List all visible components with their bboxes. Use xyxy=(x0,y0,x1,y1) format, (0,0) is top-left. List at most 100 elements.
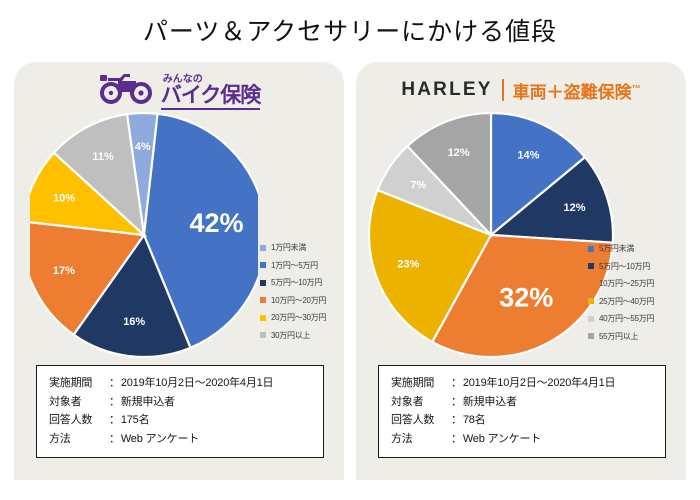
legend-label: 20万円～30万円 xyxy=(271,313,327,322)
pie-slice xyxy=(488,155,615,244)
infographic-root: パーツ＆アクセサリーにかける値段 xyxy=(14,18,686,480)
legend-swatch xyxy=(588,315,594,322)
pie-slice xyxy=(489,111,587,238)
legend-item[interactable]: 25万円～40万円 xyxy=(588,296,654,307)
legend-label: 5万円～10万円 xyxy=(271,278,322,287)
pie-slice xyxy=(367,188,493,344)
info-label: 方法 xyxy=(391,432,413,445)
legend-item[interactable]: 5万円～10万円 xyxy=(588,261,654,272)
info-colon: ： xyxy=(451,414,462,426)
logo-harley: HARLEY 車両＋盗難保険™ xyxy=(356,62,686,110)
legend-label: 55万円以上 xyxy=(599,331,639,341)
legend-label: 5万円～10万円 xyxy=(599,261,650,271)
legend-swatch xyxy=(588,280,594,287)
info-row: 実施期間 ： 2019年10月2日～2020年4月1日 xyxy=(391,374,655,393)
legend-item[interactable]: 40万円～55万円 xyxy=(588,313,654,324)
legend-swatch xyxy=(260,262,266,268)
legend-label: 1万円～5万円 xyxy=(271,260,318,270)
logo-divider xyxy=(501,79,504,101)
page-title: パーツ＆アクセサリーにかける値段 xyxy=(142,18,558,46)
info-value: 新規申込者 xyxy=(462,395,517,408)
legend-label: 30万円以上 xyxy=(271,330,311,340)
legend-label: 5万円未満 xyxy=(599,244,634,253)
pie-slice-label: 11% xyxy=(92,151,114,163)
info-box-left: 実施期間： 2019年10月2日～2020年4月1日 対象者：新規申込者 回答人数： 1… xyxy=(36,365,324,458)
info-row: 回答人数 ： 78名 xyxy=(391,411,655,430)
info-label: 対象者 xyxy=(391,395,424,408)
pie-slice-label: 4% xyxy=(135,141,151,153)
legend-swatch xyxy=(260,297,266,303)
info-value: Web アンケート xyxy=(120,432,200,445)
legend-item[interactable]: 30万円以上 xyxy=(260,330,326,341)
info-row: 実施期間 ： 2019年10月2日～2020年4月1日 xyxy=(49,374,313,393)
logo-small-text: みんなの xyxy=(162,73,203,85)
legend-item[interactable]: 5万円～10万円 xyxy=(260,277,326,288)
pie-slice-label: 16% xyxy=(123,316,145,328)
info-row: 方法 ： Web アンケート xyxy=(49,430,313,449)
trademark-symbol: ™ xyxy=(631,82,641,93)
info-label: 実施期間 xyxy=(391,377,435,389)
pie-slice-label: 14% xyxy=(517,149,539,161)
legend-item[interactable]: 10万円～20万円 xyxy=(260,295,326,306)
pie-slice-label: 23% xyxy=(397,259,419,271)
legend-swatch xyxy=(588,245,594,252)
info-colon: ： xyxy=(109,377,120,389)
info-colon: ： xyxy=(451,377,462,389)
chart-area-left: 4% 42% 16% 17% 10% 11% 1万円未満 1万円～5万円 5万円～10万円 10… xyxy=(14,110,344,375)
pie-slice-label: 12% xyxy=(564,202,586,214)
legend-swatch xyxy=(588,333,594,339)
info-value: 2019年10月2日～2020年4月1日 xyxy=(120,377,274,389)
legend-left: 1万円未満 1万円～5万円 5万円～10万円 10万円～20万円 20万円～30万円 30… xyxy=(260,242,326,347)
legend-item[interactable]: 20万円～30万円 xyxy=(260,312,326,323)
pie-slice xyxy=(52,112,146,238)
pie-slice xyxy=(30,151,148,237)
logo-brand-text: HARLEY xyxy=(401,79,493,100)
info-label: 実施期間 xyxy=(49,377,93,389)
info-label: 方法 xyxy=(49,432,71,445)
info-label: 回答人数 xyxy=(49,414,93,426)
legend-item[interactable]: 1万円～5万円 xyxy=(260,260,326,271)
legend-right: 5万円未満 5万円～10万円 10万円～25万円 25万円～40万円 40万円～55万円… xyxy=(588,243,654,348)
pie-slice xyxy=(405,111,493,238)
pie-slice-label: 10% xyxy=(53,193,75,205)
legend-item[interactable]: 5万円未満 xyxy=(588,243,654,254)
legend-item[interactable]: 10万円～25万円 xyxy=(588,278,654,289)
panel-minnano-bike-hoken: みんなの バイク保険 4% 42% 16% 17% 10% 11% 1万円未満 1万円～5万… xyxy=(14,62,344,480)
pie-slice-label: 42% xyxy=(189,208,243,238)
info-colon: ： xyxy=(451,395,462,408)
info-value: Web アンケート xyxy=(462,432,542,445)
info-colon: ： xyxy=(109,414,120,426)
info-colon: ： xyxy=(451,432,462,445)
legend-label: 25万円～40万円 xyxy=(599,296,655,306)
pie-slice xyxy=(430,233,614,359)
info-label: 回答人数 xyxy=(391,414,435,426)
logo-minnano-bike-hoken: みんなの バイク保険 xyxy=(14,62,344,110)
legend-swatch xyxy=(588,298,594,304)
info-box-right: 実施期間： 2019年10月2日～2020年4月1日 対象者：新規申込者 回答人数： 7… xyxy=(378,365,666,458)
info-value: 175名 xyxy=(120,414,150,426)
pie-slice xyxy=(72,232,192,359)
legend-swatch xyxy=(260,332,266,338)
legend-swatch xyxy=(260,244,266,251)
panel-harley: HARLEY 車両＋盗難保険™ 14% 12% 32% 23% 7% 12% 5万円未満 5… xyxy=(356,62,686,480)
legend-item[interactable]: 1万円未満 xyxy=(260,242,326,253)
info-row: 対象者 ：新規申込者 xyxy=(391,393,655,412)
pie-slice-label: 32% xyxy=(499,282,553,312)
legend-swatch xyxy=(260,279,266,286)
pie-slice-label: 7% xyxy=(410,180,426,192)
info-row: 回答人数 ： 175名 xyxy=(49,411,313,430)
pie-chart-left: 4% 42% 16% 17% 10% 11% xyxy=(30,110,258,360)
pie-slice xyxy=(30,221,146,337)
pie-slice xyxy=(142,112,258,350)
legend-label: 10万円～25万円 xyxy=(599,279,655,288)
pie-svg-right: 14% 12% 32% 23% 7% 12% xyxy=(367,111,615,359)
motorcycle-icon xyxy=(98,71,158,110)
chart-area-right: 14% 12% 32% 23% 7% 12% 5万円未満 5万円～10万円 10万円～25万円… xyxy=(356,110,686,375)
info-label: 対象者 xyxy=(49,395,82,408)
pie-chart-right: 14% 12% 32% 23% 7% 12% xyxy=(366,110,616,360)
logo-sub-text: 車両＋盗難保険™ xyxy=(512,82,641,102)
pie-svg-left: 4% 42% 16% 17% 10% 11% xyxy=(30,111,258,359)
legend-label: 10万円～20万円 xyxy=(271,295,327,305)
legend-label: 1万円未満 xyxy=(271,243,306,252)
legend-item[interactable]: 55万円以上 xyxy=(588,331,654,342)
